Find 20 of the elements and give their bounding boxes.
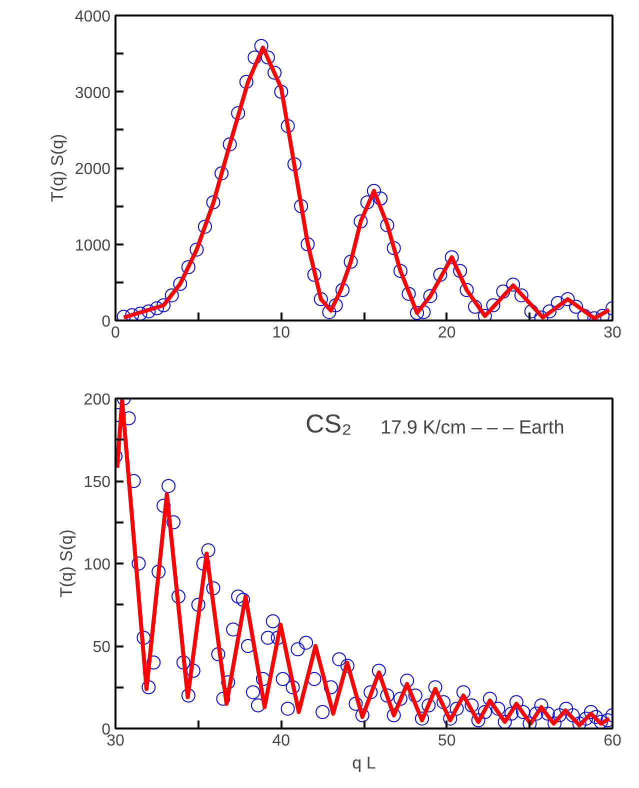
y-tick-label: 1000	[74, 237, 111, 254]
y-tick-label: 2000	[74, 161, 111, 178]
x-tick-label: 10	[272, 324, 290, 342]
y-tick-label: 200	[84, 392, 111, 408]
annotation: 17.9 K/cm – – – Earth	[380, 418, 564, 438]
y-tick-label: 50	[92, 639, 111, 656]
y-tick-label: 3000	[74, 84, 111, 102]
x-tick-label: 30	[604, 324, 622, 342]
y-axis-title: T(q) S(q)	[48, 134, 67, 202]
annotation: CS₂	[306, 408, 352, 438]
x-tick-label: 50	[438, 732, 456, 750]
y-tick-label: 0	[102, 314, 111, 330]
y-tick-label: 100	[84, 556, 111, 574]
x-axis-title: q L	[352, 754, 376, 772]
x-tick-label: 60	[604, 732, 622, 750]
y-tick-label: 150	[84, 474, 111, 491]
x-tick-label: 40	[272, 732, 290, 750]
y-axis-title: T(q) S(q)	[56, 530, 76, 598]
y-tick-label: 4000	[74, 8, 111, 26]
x-tick-label: 20	[438, 324, 456, 342]
